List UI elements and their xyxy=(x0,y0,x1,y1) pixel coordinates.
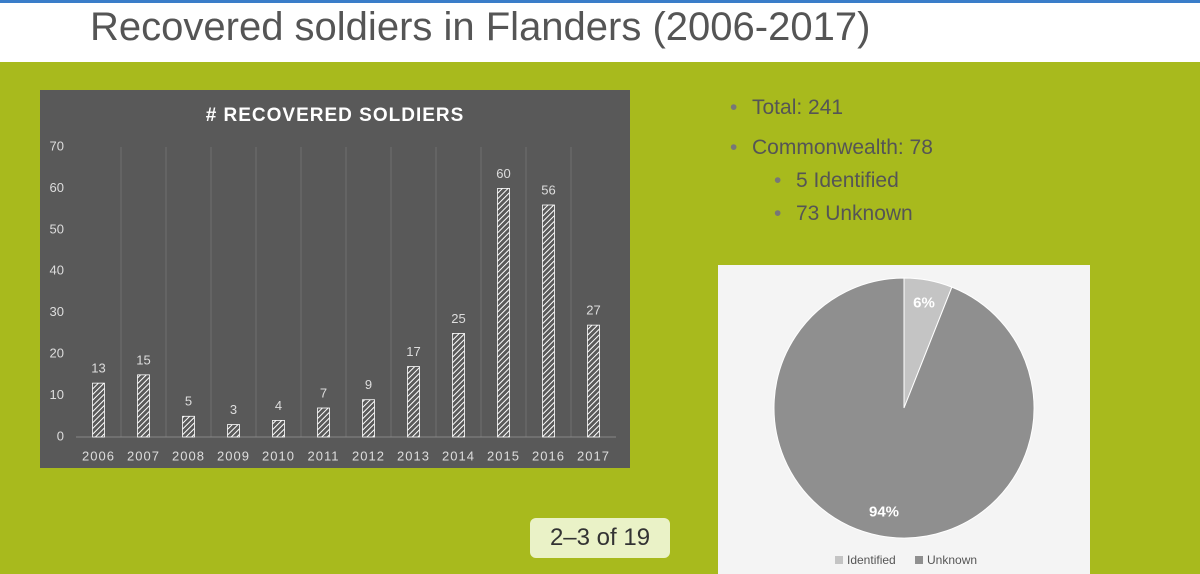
bar xyxy=(272,420,285,438)
bar xyxy=(407,366,420,438)
bullet: Commonwealth: 78 xyxy=(730,136,933,160)
x-tick-label: 2011 xyxy=(308,448,340,463)
header: Recovered soldiers in Flanders (2006-201… xyxy=(0,0,1200,62)
slice-label: 94% xyxy=(869,504,899,521)
x-tick-label: 2010 xyxy=(262,448,295,463)
x-tick-label: 2006 xyxy=(82,448,115,463)
bar xyxy=(92,382,105,438)
bar xyxy=(227,424,240,438)
x-tick-label: 2012 xyxy=(352,448,385,463)
value-label: 4 xyxy=(275,398,282,413)
value-label: 5 xyxy=(185,394,192,409)
page-counter[interactable]: 2–3 of 19 xyxy=(530,518,670,558)
value-label: 7 xyxy=(320,385,327,400)
x-tick-label: 2017 xyxy=(577,448,610,463)
y-tick-label: 10 xyxy=(50,387,64,402)
slide-title: Recovered soldiers in Flanders (2006-201… xyxy=(90,5,871,49)
y-tick-label: 70 xyxy=(50,138,64,153)
sub-bullet: 5 Identified xyxy=(774,169,899,193)
x-tick-label: 2007 xyxy=(127,448,160,463)
bar xyxy=(497,188,510,438)
x-tick-label: 2008 xyxy=(172,448,205,463)
value-label: 15 xyxy=(136,352,150,367)
slice-label: 6% xyxy=(913,294,935,311)
value-label: 9 xyxy=(365,377,372,392)
y-tick-label: 0 xyxy=(57,428,64,443)
legend-label: Identified xyxy=(847,553,896,567)
value-label: 27 xyxy=(586,303,600,318)
value-label: 13 xyxy=(91,361,105,376)
y-tick-label: 40 xyxy=(50,263,64,278)
x-tick-label: 2016 xyxy=(532,448,565,463)
y-tick-label: 50 xyxy=(50,221,64,236)
sub-bullet: 73 Unknown xyxy=(774,202,913,226)
bar xyxy=(362,399,375,438)
x-tick-label: 2009 xyxy=(217,448,250,463)
bar xyxy=(587,324,600,438)
legend-swatch xyxy=(915,556,923,564)
chart-title: # RECOVERED SOLDIERS xyxy=(206,105,465,126)
pie-slice xyxy=(773,277,1035,539)
value-label: 3 xyxy=(230,402,237,417)
value-label: 25 xyxy=(451,311,465,326)
legend-label: Unknown xyxy=(927,553,977,567)
bullet: Total: 241 xyxy=(730,96,843,120)
value-label: 56 xyxy=(541,182,555,197)
bar-chart-panel xyxy=(40,90,630,468)
x-tick-label: 2013 xyxy=(397,448,430,463)
bar xyxy=(317,407,330,438)
value-label: 60 xyxy=(496,166,510,181)
bar xyxy=(452,333,465,438)
bar xyxy=(542,204,555,438)
x-tick-label: 2015 xyxy=(487,448,520,463)
bar xyxy=(137,374,150,438)
y-tick-label: 30 xyxy=(50,304,64,319)
y-tick-label: 60 xyxy=(50,180,64,195)
legend-swatch xyxy=(835,556,843,564)
y-tick-label: 20 xyxy=(50,346,64,361)
bar xyxy=(182,415,195,438)
x-tick-label: 2014 xyxy=(442,448,475,463)
value-label: 17 xyxy=(406,344,420,359)
